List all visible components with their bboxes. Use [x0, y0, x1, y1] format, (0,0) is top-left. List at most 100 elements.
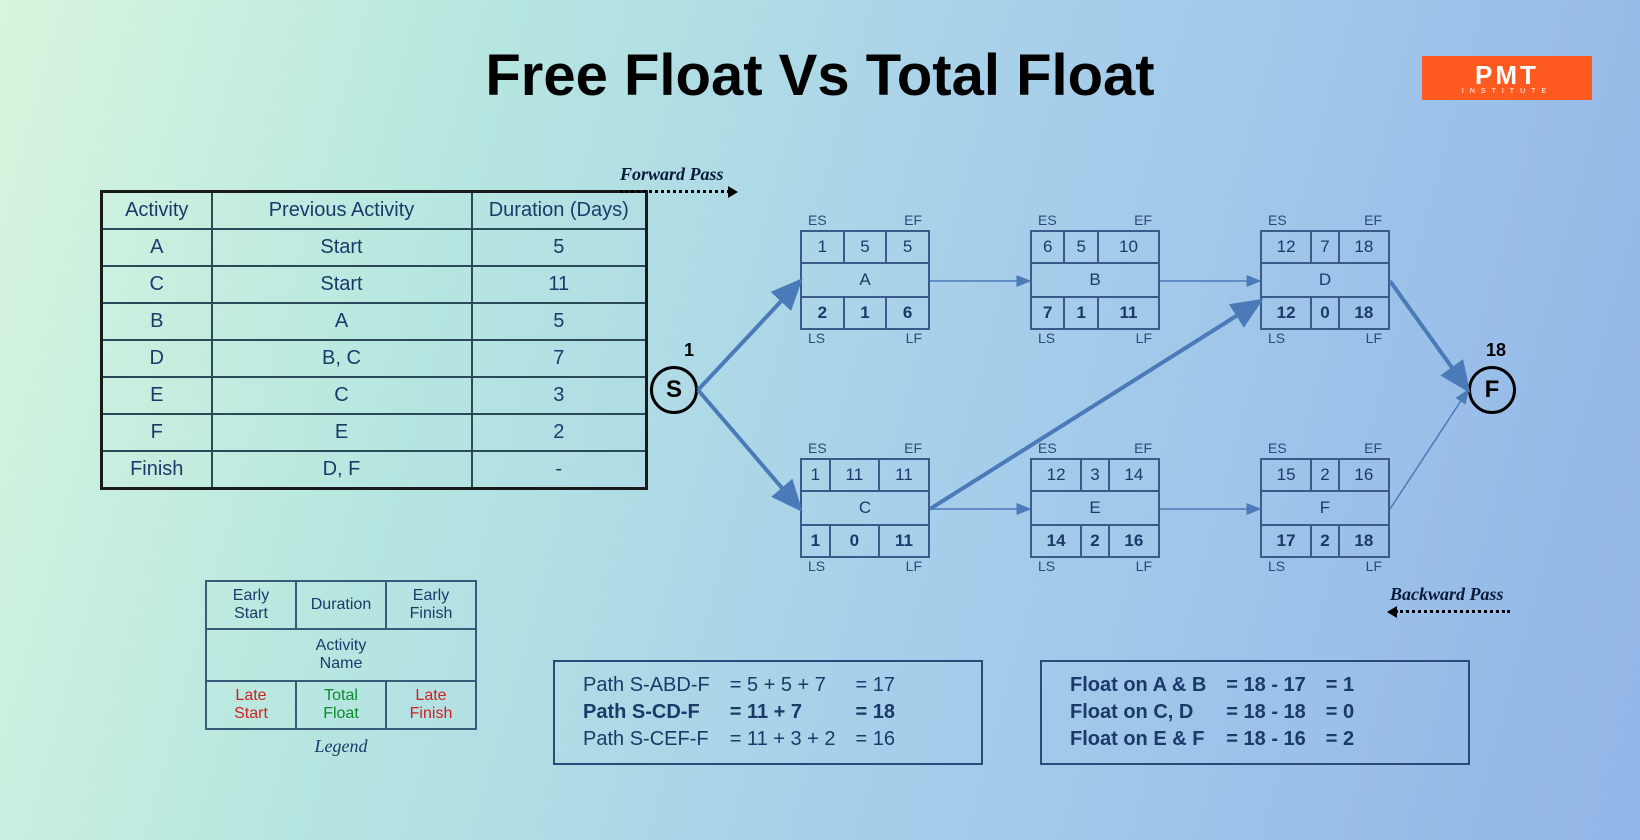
- dur-val: 7: [1311, 231, 1339, 263]
- ls-val: 2: [801, 297, 844, 329]
- arrow-F-Fin: [1390, 390, 1468, 509]
- node-name: C: [801, 491, 929, 525]
- table-row: CStart11: [102, 266, 647, 303]
- col-duration: Duration (Days): [472, 192, 647, 230]
- backward-pass-label: Backward Pass: [1390, 584, 1504, 605]
- legend-es: EarlyStart: [206, 581, 296, 629]
- forward-pass-label: Forward Pass: [620, 164, 724, 185]
- es-val: 15: [1261, 459, 1311, 491]
- legend-dur: Duration: [296, 581, 386, 629]
- es-label: ES: [1268, 212, 1287, 228]
- finish-label: F: [1485, 376, 1500, 404]
- ls-label: LS: [1268, 558, 1285, 574]
- finish-terminal: F: [1468, 366, 1516, 414]
- tf-val: 0: [830, 525, 879, 557]
- lf-val: 6: [886, 297, 929, 329]
- es-val: 1: [801, 459, 830, 491]
- ef-val: 14: [1109, 459, 1159, 491]
- es-val: 1: [801, 231, 844, 263]
- ls-val: 17: [1261, 525, 1311, 557]
- ls-label: LS: [1268, 330, 1285, 346]
- lf-val: 18: [1339, 525, 1389, 557]
- table-cell: Start: [212, 266, 472, 303]
- table-cell: Finish: [102, 451, 212, 489]
- lf-label: LF: [906, 558, 922, 574]
- dur-val: 3: [1081, 459, 1109, 491]
- table-cell: 5: [472, 229, 647, 266]
- lf-val: 16: [1109, 525, 1159, 557]
- table-row: FinishD, F-: [102, 451, 647, 489]
- ls-label: LS: [1038, 330, 1055, 346]
- table-cell: A: [102, 229, 212, 266]
- ls-val: 12: [1261, 297, 1311, 329]
- table-row: FE2: [102, 414, 647, 451]
- ef-label: EF: [1364, 212, 1382, 228]
- table-cell: D, F: [212, 451, 472, 489]
- es-label: ES: [808, 212, 827, 228]
- activity-node-B: ESEF6510B7111LSLF: [1030, 212, 1160, 348]
- activity-node-E: ESEF12314E14216LSLF: [1030, 440, 1160, 576]
- tf-val: 2: [1081, 525, 1109, 557]
- dur-val: 5: [1064, 231, 1097, 263]
- es-label: ES: [808, 440, 827, 456]
- es-val: 12: [1261, 231, 1311, 263]
- pmt-logo: PMT INSTITUTE: [1422, 56, 1592, 100]
- legend-name: ActivityName: [206, 629, 476, 681]
- lf-label: LF: [906, 330, 922, 346]
- table-cell: 2: [472, 414, 647, 451]
- legend-ls: LateStart: [206, 681, 296, 729]
- finish-value: 18: [1486, 340, 1506, 361]
- table-cell: 7: [472, 340, 647, 377]
- activity-node-D: ESEF12718D12018LSLF: [1260, 212, 1390, 348]
- arrow-S-C: [698, 390, 800, 509]
- table-row: DB, C7: [102, 340, 647, 377]
- table-cell: 11: [472, 266, 647, 303]
- table-cell: E: [102, 377, 212, 414]
- node-name: F: [1261, 491, 1389, 525]
- activity-node-A: ESEF155A216LSLF: [800, 212, 930, 348]
- es-val: 6: [1031, 231, 1064, 263]
- ef-label: EF: [904, 440, 922, 456]
- legend-ef: EarlyFinish: [386, 581, 476, 629]
- ef-label: EF: [1134, 212, 1152, 228]
- path-row: Path S-ABD-F= 5 + 5 + 7= 17: [573, 672, 905, 699]
- arrow-D-Fin: [1390, 281, 1468, 390]
- table-row: EC3: [102, 377, 647, 414]
- ef-label: EF: [1364, 440, 1382, 456]
- tf-val: 2: [1311, 525, 1339, 557]
- ls-label: LS: [808, 330, 825, 346]
- node-name: A: [801, 263, 929, 297]
- lf-label: LF: [1136, 558, 1152, 574]
- dur-val: 5: [844, 231, 887, 263]
- lf-label: LF: [1136, 330, 1152, 346]
- es-label: ES: [1268, 440, 1287, 456]
- lf-val: 11: [1098, 297, 1159, 329]
- legend-tf: TotalFloat: [296, 681, 386, 729]
- legend-table: EarlyStart Duration EarlyFinish Activity…: [205, 580, 477, 730]
- table-cell: C: [102, 266, 212, 303]
- table-cell: 3: [472, 377, 647, 414]
- backward-arrow-icon: [1395, 610, 1510, 613]
- legend-block: EarlyStart Duration EarlyFinish Activity…: [205, 580, 477, 757]
- ef-val: 11: [879, 459, 929, 491]
- es-label: ES: [1038, 440, 1057, 456]
- activity-node-F: ESEF15216F17218LSLF: [1260, 440, 1390, 576]
- table-cell: E: [212, 414, 472, 451]
- ef-label: EF: [1134, 440, 1152, 456]
- start-label: S: [666, 376, 682, 404]
- ls-val: 14: [1031, 525, 1081, 557]
- node-name: D: [1261, 263, 1389, 297]
- forward-arrow-icon: [620, 190, 730, 193]
- activity-table: Activity Previous Activity Duration (Day…: [100, 190, 648, 490]
- path-row: Path S-CD-F= 11 + 7= 18: [573, 699, 905, 726]
- activity-node-C: ESEF11111C1011LSLF: [800, 440, 930, 576]
- float-row: Float on E & F= 18 - 16= 2: [1060, 726, 1364, 753]
- lf-val: 11: [879, 525, 929, 557]
- ef-val: 18: [1339, 231, 1389, 263]
- col-previous: Previous Activity: [212, 192, 472, 230]
- legend-lf: LateFinish: [386, 681, 476, 729]
- ef-val: 10: [1098, 231, 1159, 263]
- table-cell: F: [102, 414, 212, 451]
- table-row: AStart5: [102, 229, 647, 266]
- ls-label: LS: [808, 558, 825, 574]
